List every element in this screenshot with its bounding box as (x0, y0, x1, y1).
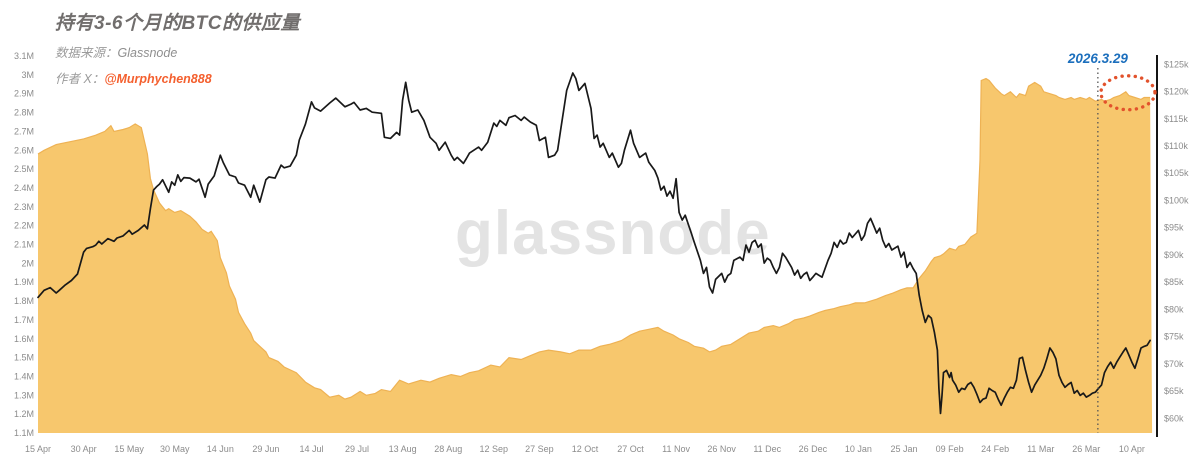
left-axis-tick-label: 2.3M (14, 202, 34, 212)
author-label: 作者 X： (55, 72, 105, 86)
x-axis-tick-label: 09 Feb (936, 444, 964, 454)
x-axis-tick-label: 10 Jan (845, 444, 872, 454)
x-axis-tick-label: 14 Jun (207, 444, 234, 454)
left-axis-tick-label: 1.8M (14, 296, 34, 306)
x-axis-tick-label: 12 Oct (572, 444, 599, 454)
x-axis-tick-label: 10 Apr (1119, 444, 1145, 454)
x-axis-tick-label: 15 Apr (25, 444, 51, 454)
x-axis-tick-label: 30 Apr (71, 444, 97, 454)
x-axis-tick-label: 30 May (160, 444, 190, 454)
x-axis-tick-label: 11 Dec (753, 444, 781, 454)
right-axis-tick-label: $100k (1164, 195, 1189, 205)
annotation-ellipse (1099, 74, 1157, 112)
left-axis-tick-label: 3.1M (14, 51, 34, 61)
x-axis-tick-label: 28 Aug (434, 444, 462, 454)
left-axis-tick-label: 2.8M (14, 108, 34, 118)
supply-area-edge (37, 77, 1151, 400)
left-axis-tick-label: 1.5M (14, 353, 34, 363)
x-axis-tick-label: 15 May (114, 444, 144, 454)
left-axis-tick-label: 2.6M (14, 145, 34, 155)
price-line (37, 72, 1151, 415)
right-axis-tick-label: $80k (1164, 304, 1184, 314)
right-axis-tick-label: $85k (1164, 277, 1184, 287)
x-axis-tick-label: 24 Feb (981, 444, 1009, 454)
left-axis-tick-label: 3M (21, 70, 34, 80)
left-axis-tick-label: 1.3M (14, 390, 34, 400)
right-axis-tick-label: $115k (1164, 114, 1188, 124)
right-axis-tick-label: $110k (1164, 141, 1188, 151)
left-axis-tick-label: 2.7M (14, 126, 34, 136)
x-axis-tick-label: 14 Jul (299, 444, 323, 454)
left-axis-tick-label: 1.7M (14, 315, 34, 325)
left-axis-tick-label: 1.9M (14, 277, 34, 287)
x-axis-tick-label: 13 Aug (389, 444, 417, 454)
right-axis-tick-label: $95k (1164, 223, 1184, 233)
left-axis-tick-label: 1.4M (14, 371, 34, 381)
x-axis-tick-label: 27 Sep (525, 444, 554, 454)
x-axis-tick-label: 11 Nov (662, 444, 690, 454)
right-axis-tick-label: $120k (1164, 87, 1189, 97)
x-axis-tick-label: 26 Mar (1072, 444, 1100, 454)
glassnode-watermark: glassnode (455, 199, 771, 268)
supply-area (38, 78, 1153, 433)
left-axis-tick-label: 1.6M (14, 334, 34, 344)
left-axis-tick-label: 2.5M (14, 164, 34, 174)
right-axis-tick-label: $65k (1164, 386, 1184, 396)
left-axis-tick-label: 2.9M (14, 89, 34, 99)
right-axis-tick-label: $105k (1164, 168, 1189, 178)
right-axis-tick-label: $70k (1164, 359, 1184, 369)
annotation-date-label: 2026.3.29 (1067, 51, 1129, 66)
data-source-value: Glassnode (117, 46, 178, 60)
left-axis-tick-label: 1.1M (14, 428, 34, 438)
author-handle: @Murphychen888 (104, 72, 212, 86)
data-source-label: 数据来源： (55, 46, 118, 60)
x-axis-tick-label: 12 Sep (480, 444, 509, 454)
right-axis-tick-label: $125k (1164, 59, 1189, 69)
left-axis-tick-label: 2.4M (14, 183, 34, 193)
right-axis-tick-label: $60k (1164, 413, 1184, 423)
data-source-line: 数据来源：Glassnode (55, 42, 300, 61)
x-axis-tick-label: 25 Jan (890, 444, 917, 454)
x-axis-tick-label: 26 Dec (799, 444, 828, 454)
right-axis-tick-label: $90k (1164, 250, 1184, 260)
left-axis-tick-label: 1.2M (14, 409, 34, 419)
x-axis-tick-label: 29 Jun (252, 444, 279, 454)
chart-header: 持有3-6个月的BTC的供应量 数据来源：Glassnode 作者 X：@Mur… (55, 8, 300, 87)
x-axis-tick-label: 29 Jul (345, 444, 369, 454)
x-axis-tick-label: 27 Oct (617, 444, 644, 454)
left-axis-tick-label: 2.2M (14, 221, 34, 231)
left-axis-tick-label: 2.1M (14, 240, 34, 250)
left-axis-tick-label: 2M (21, 258, 34, 268)
x-axis-tick-label: 11 Mar (1027, 444, 1054, 454)
x-axis-tick-label: 26 Nov (707, 444, 736, 454)
author-line: 作者 X：@Murphychen888 (55, 68, 300, 87)
right-axis-tick-label: $75k (1164, 332, 1184, 342)
page-title: 持有3-6个月的BTC的供应量 (55, 13, 301, 34)
